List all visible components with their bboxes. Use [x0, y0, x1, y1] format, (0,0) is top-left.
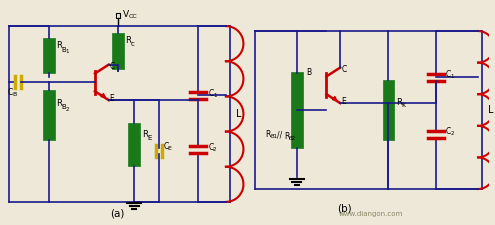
Text: R: R	[125, 36, 131, 45]
Text: V: V	[123, 10, 129, 19]
Text: 2: 2	[450, 131, 454, 136]
Text: //: //	[277, 130, 282, 139]
Text: 2: 2	[213, 147, 217, 152]
Text: R: R	[284, 132, 290, 141]
Text: B: B	[61, 47, 66, 53]
Text: C: C	[341, 65, 346, 74]
Text: B1: B1	[270, 134, 277, 139]
Text: E: E	[110, 94, 114, 103]
Text: B: B	[12, 92, 16, 97]
Text: B: B	[61, 104, 66, 110]
Text: C: C	[446, 70, 451, 79]
Text: R: R	[56, 41, 62, 50]
Text: R: R	[265, 130, 271, 139]
Text: R: R	[396, 98, 402, 107]
Bar	[112, 33, 124, 69]
Text: 1: 1	[213, 93, 217, 98]
Text: E: E	[341, 97, 346, 106]
Text: www.diangon.com: www.diangon.com	[339, 211, 403, 217]
Text: E: E	[147, 135, 151, 141]
Text: (b): (b)	[337, 204, 351, 214]
Text: C: C	[7, 88, 12, 97]
Bar	[116, 13, 120, 18]
Text: k: k	[401, 102, 405, 108]
Text: C: C	[446, 127, 451, 136]
Bar	[291, 72, 303, 148]
Text: CC: CC	[128, 14, 137, 19]
Text: 1: 1	[450, 74, 454, 79]
Text: C: C	[208, 89, 213, 98]
Text: C: C	[110, 62, 115, 71]
Text: B: B	[307, 68, 312, 77]
Text: L: L	[488, 105, 494, 115]
Text: B2: B2	[289, 136, 296, 141]
Bar	[43, 38, 54, 74]
Text: R: R	[56, 99, 62, 108]
Bar	[128, 123, 140, 166]
Text: L: L	[236, 109, 241, 119]
Bar	[43, 90, 54, 140]
Text: C: C	[164, 142, 169, 151]
Text: c: c	[130, 41, 134, 47]
Text: C: C	[208, 143, 213, 152]
Text: 1: 1	[65, 49, 69, 54]
Text: E: E	[168, 146, 172, 151]
Text: 2: 2	[65, 107, 69, 112]
Text: R: R	[142, 130, 148, 139]
Bar	[383, 80, 395, 140]
Text: (a): (a)	[110, 209, 125, 219]
